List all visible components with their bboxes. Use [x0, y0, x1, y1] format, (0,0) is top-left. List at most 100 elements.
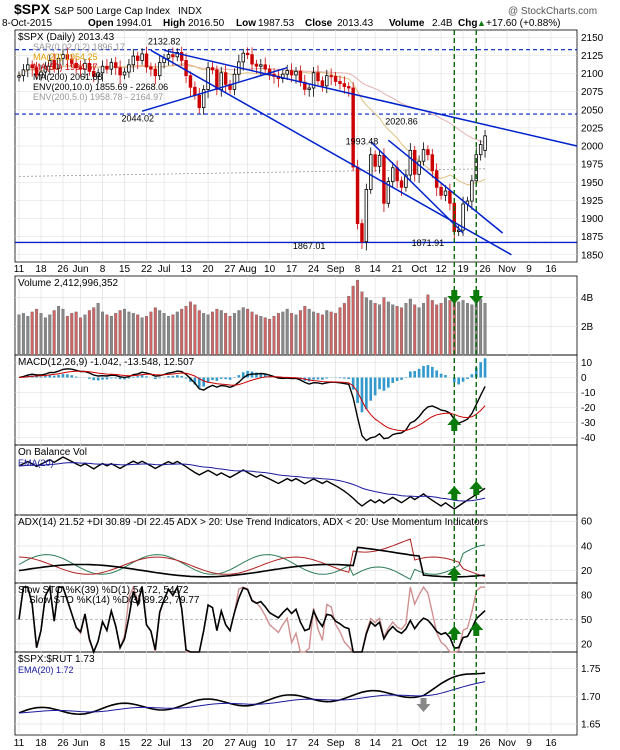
volume-bar: [325, 310, 329, 356]
macd-line: [18, 368, 486, 442]
volume-bar: [290, 313, 294, 356]
up-arrow-icon: [447, 626, 462, 640]
candle-body: [78, 67, 83, 70]
macd-hist-bar: [404, 376, 408, 378]
candle-body: [439, 186, 443, 196]
volume-bar: [338, 307, 342, 356]
candle-body: [399, 180, 404, 188]
volume-bar: [123, 308, 126, 356]
volume-bar: [114, 313, 118, 356]
x-tick-label-bottom: 13: [181, 738, 193, 749]
candle-body: [355, 166, 360, 224]
x-tick-label: 8: [100, 264, 106, 275]
volume-bar: [404, 303, 408, 356]
x-tick-label: 11: [14, 264, 25, 275]
macd-hist-bar: [52, 375, 56, 378]
candle-body: [245, 52, 250, 56]
volume-bar: [254, 314, 258, 356]
volume-bar: [83, 314, 87, 356]
candle-body: [259, 64, 263, 67]
candle-body: [83, 62, 87, 70]
candle-body: [21, 69, 26, 77]
ma20-line: [18, 63, 486, 186]
volume-bar: [444, 297, 447, 356]
macd-hist-bar: [479, 362, 482, 378]
candle-body: [118, 67, 122, 76]
macd-hist-bar: [466, 377, 469, 380]
x-tick-label: Jun: [72, 264, 88, 275]
price-tick-label: 1875: [581, 232, 604, 243]
x-tick-label-bottom: Aug: [239, 738, 257, 749]
candle-body: [96, 72, 100, 77]
macd-hist-bar: [136, 376, 140, 378]
macd-hist-bar: [413, 370, 417, 378]
candle-body: [166, 54, 171, 59]
candle-body: [157, 62, 162, 77]
x-tick-label: 9: [526, 264, 532, 275]
candle-body: [377, 155, 382, 167]
volume-bar: [378, 304, 382, 356]
candle-body: [285, 70, 289, 75]
price-legend-entry: ENV(200,5.0) 1958.78 - 2164.97: [33, 92, 163, 102]
x-tick-label-bottom: 14: [370, 738, 382, 749]
macd-title: MACD(12,26,9) -1.042, -13.548, 12.507: [18, 357, 195, 368]
macd-tick-label: 10: [581, 358, 593, 369]
candle-body: [56, 57, 61, 69]
macd-hist-bar: [474, 367, 478, 378]
volume-title: Volume 2,412,996,352: [18, 278, 119, 289]
x-tick-label-bottom: 22: [141, 738, 153, 749]
volume-bar: [175, 311, 179, 356]
candle-body: [408, 149, 413, 176]
macd-hist-bar: [435, 370, 439, 378]
candle-body: [298, 70, 303, 83]
volume-bar: [48, 314, 52, 356]
volume-bar: [162, 313, 166, 356]
candle-body: [149, 66, 153, 70]
volume-bar: [35, 308, 39, 356]
high-label: High: [163, 18, 185, 29]
volume-bar: [272, 316, 276, 356]
x-tick-label-bottom: 11: [14, 738, 25, 749]
candle-body: [443, 190, 448, 196]
x-tick-label: 26: [57, 264, 69, 275]
macd-hist-bar: [123, 377, 126, 380]
macd-hist-bar: [321, 377, 324, 380]
macd-hist-bar: [255, 372, 258, 378]
candle-body: [289, 70, 294, 76]
candle-body: [294, 70, 298, 76]
rut-tick-label: 1.75: [581, 664, 601, 675]
macd-hist-bar: [312, 377, 315, 380]
macd-hist-bar: [101, 377, 104, 380]
candle-body: [373, 154, 377, 167]
macd-tick-label: 0: [581, 373, 587, 384]
volume-bar: [479, 298, 483, 356]
volume-bar: [430, 300, 434, 356]
macd-hist-bar: [408, 371, 412, 378]
macd-hist-bar: [387, 377, 390, 388]
macd-hist-bar: [347, 377, 351, 380]
macd-hist-bar: [439, 373, 443, 378]
macd-hist-bar: [131, 376, 135, 378]
candle-body: [100, 65, 105, 74]
volume-bar: [320, 314, 324, 356]
macd-hist-bar: [452, 377, 456, 383]
macd-hist-bar: [351, 377, 355, 390]
price-tick-label: 2025: [581, 123, 604, 134]
volume-value: 2.4B: [432, 18, 453, 29]
price-panel-title: $SPX (Daily) 2013.43: [18, 32, 115, 43]
macd-hist-bar: [246, 370, 249, 378]
price-tick-label: 1850: [581, 250, 604, 261]
up-arrow-icon: [469, 622, 484, 636]
candle-body: [52, 60, 56, 69]
macd-hist-bar: [105, 377, 109, 380]
candle-body: [391, 167, 395, 182]
volume-bar: [193, 304, 197, 356]
volume-bar: [250, 311, 254, 356]
candle-body: [417, 160, 421, 175]
volume-bar: [101, 311, 105, 356]
macd-hist-bar: [224, 377, 227, 380]
candle-body: [325, 75, 329, 87]
candle-body: [338, 81, 342, 85]
macd-hist-bar: [356, 377, 359, 403]
volume-bar: [246, 308, 250, 356]
